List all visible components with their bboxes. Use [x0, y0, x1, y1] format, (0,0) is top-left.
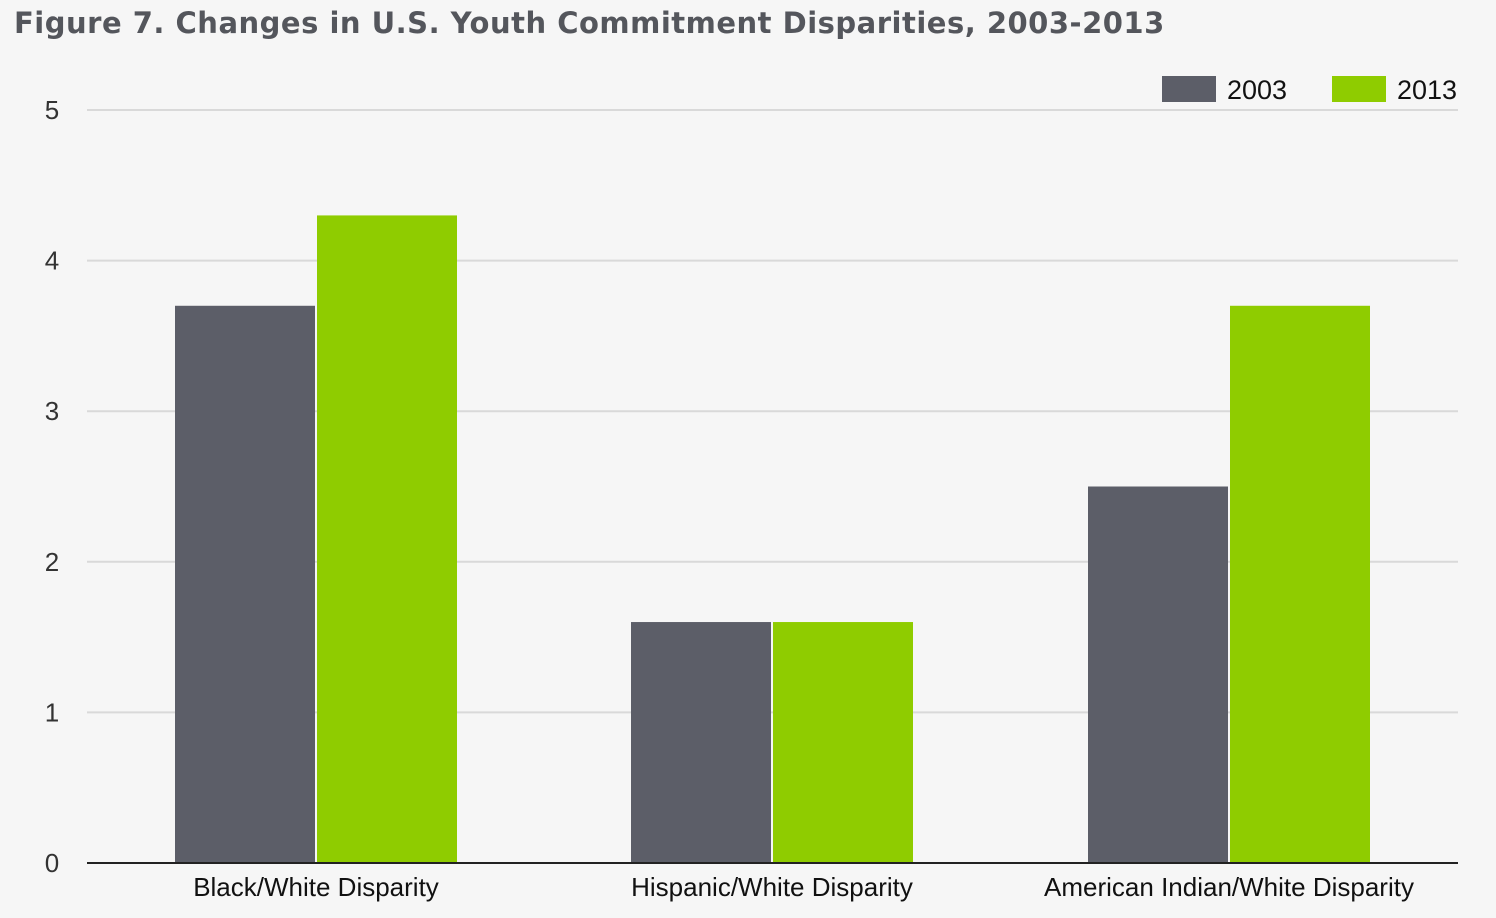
chart-title: Figure 7. Changes in U.S. Youth Commitme…	[14, 6, 1165, 40]
x-category-label: Hispanic/White Disparity	[631, 872, 913, 902]
gridlines	[87, 109, 1458, 714]
bar-2013	[317, 215, 457, 864]
y-tick-label: 2	[45, 547, 59, 577]
y-tick-label: 0	[45, 848, 59, 878]
y-tick-label: 5	[45, 95, 59, 125]
legend-swatch-2013	[1332, 76, 1386, 102]
legend-swatch-2003	[1162, 76, 1216, 102]
bar-2013	[773, 622, 913, 863]
x-category-label: Black/White Disparity	[193, 872, 439, 902]
axes: 0 1 2 3 4 5 Black/White Disparity Hispanic/Whit…	[45, 95, 1458, 902]
x-category-label: American Indian/White Disparity	[1044, 872, 1414, 902]
bar-2003	[631, 622, 771, 863]
bar-2003	[1088, 486, 1228, 863]
y-tick-label: 1	[45, 697, 59, 727]
bars	[175, 215, 1370, 864]
legend: 2003 2013	[1162, 75, 1457, 105]
legend-label-2003: 2003	[1227, 75, 1287, 105]
y-tick-label: 4	[45, 246, 59, 276]
legend-label-2013: 2013	[1397, 75, 1457, 105]
y-tick-label: 3	[45, 396, 59, 426]
bar-2003	[175, 305, 315, 863]
bar-2013	[1230, 305, 1370, 863]
